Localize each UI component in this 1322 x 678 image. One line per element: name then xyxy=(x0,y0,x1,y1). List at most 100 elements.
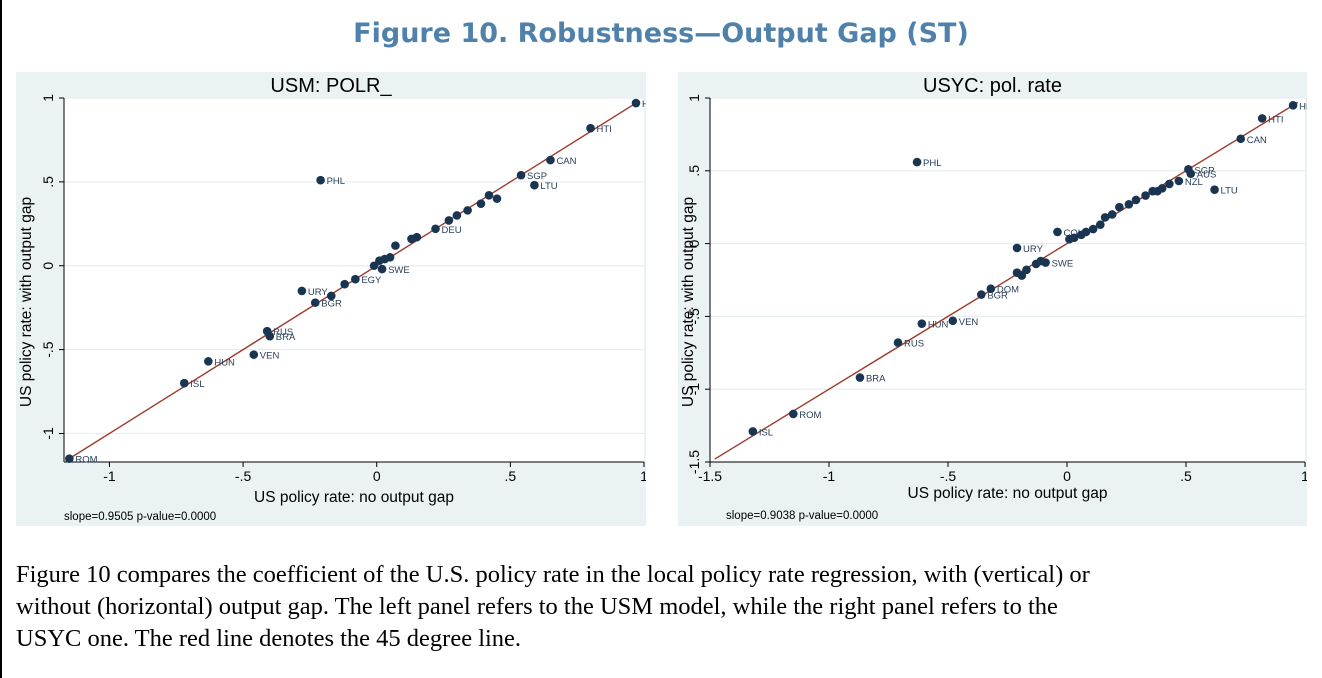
point-label: SWE xyxy=(1052,259,1074,270)
scatter-point xyxy=(1107,210,1117,219)
point-label: DOM xyxy=(997,285,1019,296)
y-tick-label: -.5 xyxy=(40,341,56,358)
caption-line: Figure 10 compares the coefficient of th… xyxy=(16,561,1090,588)
point-label: HUN xyxy=(214,357,235,368)
scatter-point xyxy=(948,316,958,326)
scatter-point xyxy=(369,261,379,271)
y-tick-label: -1 xyxy=(40,427,56,440)
point-label: PHL xyxy=(923,158,941,169)
scatter-point xyxy=(326,291,336,301)
scatter-point xyxy=(1174,176,1184,186)
y-tick-label: 0 xyxy=(686,239,702,247)
x-tick-label: 1 xyxy=(1301,468,1307,484)
scatter-point xyxy=(204,357,213,366)
scatter-point xyxy=(340,279,349,289)
scatter-point xyxy=(351,274,360,284)
scatter-point xyxy=(1012,268,1022,278)
x-tick-label: -.5 xyxy=(235,468,252,484)
scatter-point xyxy=(986,284,996,294)
left-margin-rule xyxy=(0,0,2,678)
point-label: LTU xyxy=(1221,186,1238,197)
scatter-point xyxy=(1088,224,1098,234)
point-label: ISL xyxy=(759,427,773,438)
scatter-point xyxy=(1141,191,1150,200)
scatter-point xyxy=(310,298,320,307)
scatter-point xyxy=(1210,185,1219,195)
scatter-point xyxy=(748,427,758,436)
scatter-point xyxy=(1157,183,1167,193)
scatter-point xyxy=(1069,233,1079,243)
point-label: BRA xyxy=(276,332,296,343)
scatter-point xyxy=(917,319,927,328)
scatter-point xyxy=(631,98,641,108)
point-label: HTI xyxy=(597,124,612,135)
point-label: NZL xyxy=(1185,177,1203,188)
scatter-point xyxy=(1022,265,1031,275)
scatter-point xyxy=(855,373,865,382)
scatter-point xyxy=(179,378,189,388)
scatter-point xyxy=(492,194,502,203)
y-tick-label: 0 xyxy=(40,262,56,270)
chart-panel-usm: -1-.50.51-1-.50.51HKGHTICANSGPLTUPHLURYB… xyxy=(16,72,646,526)
scatter-point xyxy=(452,211,462,220)
x-tick-label: 0 xyxy=(1063,468,1071,484)
scatter-point xyxy=(297,286,307,296)
reference-45-degree-line xyxy=(714,101,1299,460)
scatter-point xyxy=(249,350,259,359)
x-tick-label: 1 xyxy=(640,468,646,484)
point-label: ISL xyxy=(190,379,204,390)
x-tick-label: -1 xyxy=(823,468,836,484)
scatter-point xyxy=(1053,227,1062,237)
point-label: CAN xyxy=(1247,135,1267,146)
point-label: BGR xyxy=(987,291,1008,302)
point-label: VEN xyxy=(959,317,979,328)
scatter-point xyxy=(391,241,400,250)
point-label: AUS xyxy=(1197,170,1217,181)
chart-title: USM: POLR_ xyxy=(270,75,392,97)
scatter-point xyxy=(431,224,440,234)
scatter-point xyxy=(586,123,595,133)
scatter-plot-usm: -1-.50.51-1-.50.51HKGHTICANSGPLTUPHLURYB… xyxy=(18,75,646,523)
y-tick-label: -.5 xyxy=(686,308,702,325)
x-tick-label: .5 xyxy=(1180,468,1192,484)
scatter-point xyxy=(444,216,454,225)
figure-caption: Figure 10 compares the coefficient of th… xyxy=(16,559,1316,655)
figure-title: Figure 10. Robustness—Output Gap (ST) xyxy=(353,18,969,49)
point-label: VEN xyxy=(260,351,280,362)
y-tick-label: .5 xyxy=(686,165,702,177)
x-tick-label: -.5 xyxy=(940,468,957,484)
point-label: CAN xyxy=(556,156,576,167)
y-tick-label: 1 xyxy=(686,94,702,102)
scatter-point xyxy=(789,409,798,419)
scatter-point xyxy=(385,253,395,262)
point-label: DEU xyxy=(442,225,462,236)
scatter-point xyxy=(1186,169,1196,179)
y-tick-label: .5 xyxy=(40,176,56,188)
y-axis-label: US policy rate: with output gap xyxy=(680,197,697,407)
scatter-point xyxy=(1257,114,1267,123)
scatter-point xyxy=(1031,259,1041,269)
point-label: HKG xyxy=(642,99,646,110)
point-label: RUS xyxy=(904,339,924,350)
chart-title: USYC: pol. rate xyxy=(923,75,1062,97)
scatter-point xyxy=(1115,202,1124,212)
y-axis-label: US policy rate: with output gap xyxy=(18,197,35,407)
scatter-point xyxy=(912,157,922,167)
x-tick-label: .5 xyxy=(505,468,517,484)
regression-note: slope=0.9505 p-value=0.0000 xyxy=(64,511,216,523)
point-label: COL xyxy=(1063,228,1083,239)
point-label: ROM xyxy=(75,455,97,466)
point-label: EGY xyxy=(361,275,382,286)
x-axis-label: US policy rate: no output gap xyxy=(254,489,454,506)
scatter-point xyxy=(377,264,387,274)
x-tick-label: -1 xyxy=(103,468,116,484)
point-label: PHL xyxy=(327,176,345,187)
x-axis-label: US policy rate: no output gap xyxy=(908,485,1108,502)
caption-line: USYC one. The red line denotes the 45 de… xyxy=(16,625,522,652)
point-label: SWE xyxy=(388,265,410,276)
point-label: ROM xyxy=(799,410,821,421)
scatter-point xyxy=(546,155,555,165)
y-tick-label: -1.5 xyxy=(686,450,702,474)
scatter-point xyxy=(463,206,472,215)
